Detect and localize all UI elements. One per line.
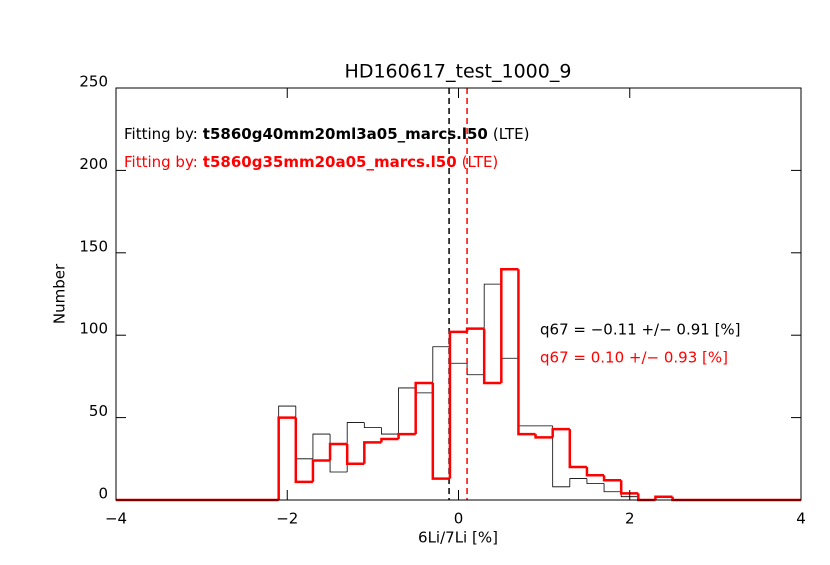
x-tick-label: 2 (625, 510, 635, 528)
histogram-step (448, 330, 468, 479)
stat-annotation: q67 = −0.11 +/− 0.91 [%] (540, 321, 741, 339)
histogram-step (380, 437, 399, 443)
histogram-step (482, 328, 502, 385)
histogram-step (345, 443, 365, 465)
series-name: t5860g40mm20ml3a05_marcs.l50 (203, 125, 488, 143)
x-tick-label: 0 (454, 510, 464, 528)
x-tick-label: 4 (796, 510, 806, 528)
y-tick-label: 0 (98, 485, 108, 503)
y-tick-label: 150 (79, 237, 108, 255)
histogram-step (381, 427, 399, 435)
histogram-step (397, 432, 416, 440)
histogram-step (552, 425, 570, 488)
fit-suffix: (LTE) (462, 153, 499, 171)
histogram-step (602, 475, 622, 482)
histogram-step (398, 387, 416, 435)
histogram-step (466, 363, 485, 376)
histogram-step (312, 433, 331, 459)
y-tick-label: 50 (89, 402, 108, 420)
fit-prefix: Fitting by: (124, 125, 198, 143)
histogram-step (328, 442, 348, 461)
fit-annotation: Fitting by: t5860g40mm20ml3a05_marcs.l50 (… (124, 125, 530, 143)
histogram-step (414, 381, 433, 435)
histogram-step (431, 382, 450, 480)
chart-title: HD160617_test_1000_9 (345, 61, 572, 83)
x-tick-label: −2 (276, 510, 298, 528)
fit-suffix: (LTE) (493, 125, 530, 143)
fit-annotation: Fitting by: t5860g35mm20a05_marcs.l50 (LTE… (124, 153, 498, 171)
histogram-step (603, 483, 622, 493)
y-tick-label: 200 (79, 155, 108, 173)
x-axis-label: 6Li/7Li [%] (418, 529, 498, 547)
histogram-step (569, 478, 587, 487)
histogram-step (294, 417, 313, 484)
histogram-step (585, 467, 605, 477)
histogram-step (432, 346, 450, 393)
histogram-step (586, 478, 605, 484)
histogram-step (568, 429, 587, 469)
y-axis-label: Number (51, 263, 69, 324)
histogram-step (534, 434, 553, 439)
histogram-step (500, 268, 519, 383)
histogram-step (311, 459, 331, 482)
histogram-step (517, 269, 536, 436)
histogram-step (551, 427, 570, 438)
stat-annotation: q67 = 0.10 +/− 0.93 [%] (540, 349, 728, 367)
y-tick-label: 250 (79, 73, 108, 91)
y-tick-label: 100 (79, 320, 108, 338)
histogram-step (654, 495, 673, 500)
histogram-step (619, 480, 639, 495)
fit-prefix: Fitting by: (124, 153, 198, 171)
histogram-step (363, 441, 382, 464)
series-name: t5860g35mm20a05_marcs.l50 (203, 153, 457, 171)
x-tick-label: −4 (105, 510, 127, 528)
histogram-step (277, 416, 296, 500)
histogram-step (363, 422, 382, 428)
